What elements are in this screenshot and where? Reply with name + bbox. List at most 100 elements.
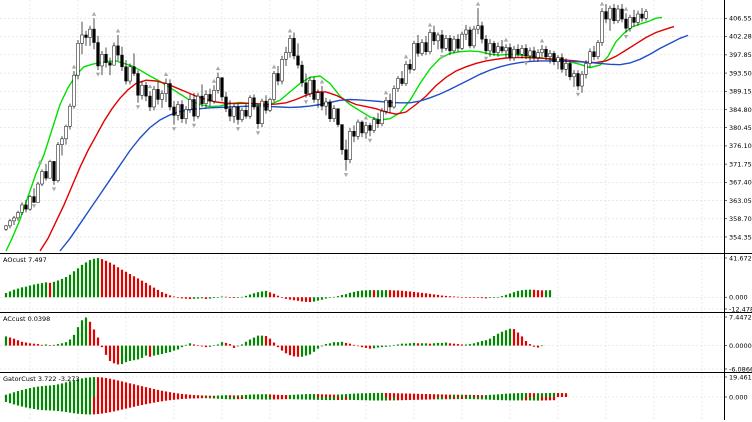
ac-panel-bar xyxy=(144,345,148,356)
ao-panel-bar xyxy=(408,291,412,298)
gator-panel-bar xyxy=(72,380,76,397)
ao-panel-bar xyxy=(108,262,112,298)
gator-panel-bar xyxy=(360,393,364,397)
gator-panel-bar xyxy=(396,393,400,397)
gator-panel-bar xyxy=(320,394,324,397)
ac-panel-bar xyxy=(116,345,120,365)
gator-panel-bar xyxy=(312,394,316,397)
gator-panel-bar xyxy=(136,397,140,406)
candle-body xyxy=(300,64,304,83)
fractal-up-icon xyxy=(623,6,629,11)
ao-panel-bar xyxy=(96,258,100,298)
ao-panel-bar xyxy=(92,258,96,298)
y-tick-label: 0.000 xyxy=(729,393,748,401)
ao-panel-bar xyxy=(196,297,200,299)
candle-body xyxy=(632,17,636,23)
ao-panel-bar xyxy=(180,297,184,299)
fractal-down-icon xyxy=(439,55,445,60)
gator-panel-bar xyxy=(152,388,156,397)
ac-panel-bar xyxy=(300,345,304,357)
gator-panel-bar xyxy=(224,395,228,397)
ac-panel-bar xyxy=(228,344,232,346)
fractal-up-icon xyxy=(599,1,605,6)
ao-panel-bar xyxy=(104,260,108,298)
ac-panel-bar xyxy=(204,345,208,348)
gator-panel-bar xyxy=(316,394,320,397)
gator-panel-bar xyxy=(16,397,20,406)
ao-panel-bar xyxy=(64,276,68,298)
gator-panel-bar xyxy=(252,397,256,400)
ao-panel-title: AOcust 7.497 xyxy=(3,256,47,264)
candle-body xyxy=(32,196,36,203)
gator-panel-bar xyxy=(316,397,320,400)
ao-panel-bar xyxy=(528,289,532,298)
candle-body xyxy=(448,38,452,52)
gator-panel-bar xyxy=(36,397,40,410)
gator-panel-bar xyxy=(332,397,336,401)
ac-panel-bar xyxy=(152,345,156,356)
ac-panel-bar xyxy=(424,343,428,346)
ac-panel-bar xyxy=(92,329,96,346)
ao-panel-bar xyxy=(400,290,404,298)
candle-body xyxy=(148,95,152,108)
ac-panel-bar xyxy=(24,342,28,346)
ao-panel-bar xyxy=(228,297,232,298)
gator-panel-bar xyxy=(60,383,64,397)
candle-body xyxy=(504,47,508,52)
gator-panel-bar xyxy=(220,395,224,397)
ao-panel-bar xyxy=(204,297,208,299)
ao-panel-bar xyxy=(48,282,52,298)
candle-body xyxy=(380,110,384,124)
gator-panel-bar xyxy=(176,393,180,397)
ac-panel-bar xyxy=(324,344,328,346)
candle-body xyxy=(40,171,44,185)
gator-panel-bar xyxy=(536,393,540,397)
gator-panel-bar xyxy=(284,397,288,400)
gator-panel-bar xyxy=(332,394,336,397)
gator-panel-bar xyxy=(260,397,264,400)
gator-panel-bar xyxy=(196,397,200,399)
candle-body xyxy=(364,125,368,134)
ao-panel-bar xyxy=(36,283,40,298)
candle-body xyxy=(224,96,228,109)
ao-panel-bar xyxy=(296,297,300,301)
ao-panel-bar xyxy=(392,290,396,298)
ao-panel-bar xyxy=(416,292,420,298)
ac-panel-bar xyxy=(80,320,84,346)
gator-panel-bar xyxy=(136,385,140,397)
ac-panel-bar xyxy=(524,341,528,346)
gator-panel-bar xyxy=(172,392,176,397)
ao-panel-bar xyxy=(288,297,292,300)
ac-panel-bar xyxy=(232,345,236,348)
candle-body xyxy=(336,108,340,125)
candle-body xyxy=(452,38,456,52)
ac-panel-bar xyxy=(76,327,80,346)
gator-panel-bar xyxy=(448,394,452,397)
ao-panel-bar xyxy=(200,297,204,299)
y-tick-label: -12.478 xyxy=(729,305,752,313)
gator-panel-bar xyxy=(256,397,260,400)
fractal-down-icon xyxy=(483,56,489,61)
ao-panel-bar xyxy=(344,294,348,298)
y-tick-label: 406.55 xyxy=(729,15,752,23)
gator-panel-bar xyxy=(524,397,528,401)
gator-panel-bar xyxy=(112,379,116,397)
candle-body xyxy=(376,119,380,124)
ac-panel-bar xyxy=(372,345,376,349)
ac-panel-bar xyxy=(504,330,508,346)
gator-panel-bar xyxy=(408,397,412,400)
ao-panel-bar xyxy=(140,280,144,298)
gator-panel-bar xyxy=(352,397,356,400)
ao-panel-bar xyxy=(40,283,44,298)
gator-panel-bar xyxy=(232,395,236,397)
ac-panel-bar xyxy=(268,338,272,346)
ac-panel-bar xyxy=(496,333,500,346)
gator-panel-bar xyxy=(324,394,328,397)
ac-panel-bar xyxy=(440,342,444,346)
gator-panel-bar xyxy=(520,397,524,401)
fractal-up-icon xyxy=(427,22,433,27)
gator-panel-bar xyxy=(504,393,508,397)
ao-panel-bar xyxy=(32,284,36,298)
